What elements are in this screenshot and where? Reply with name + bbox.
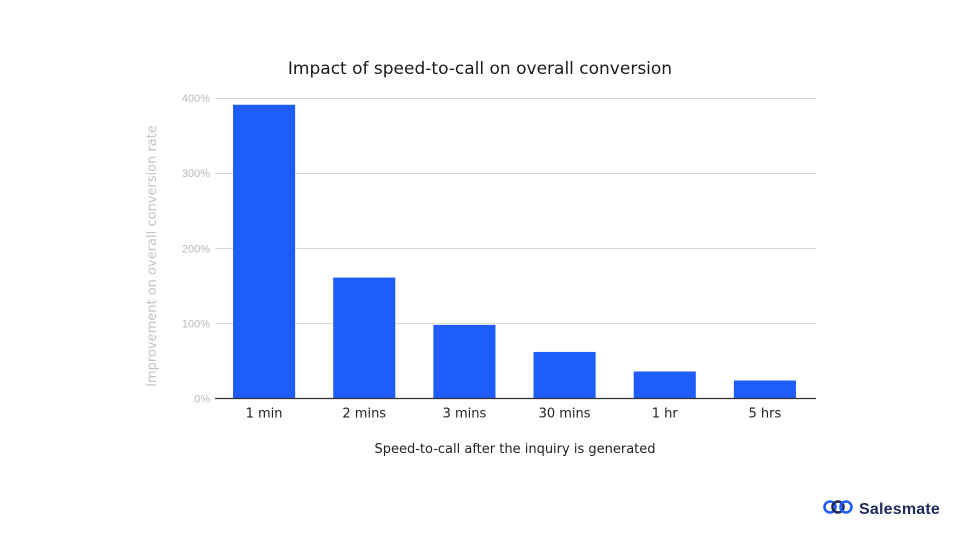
gridlines [215, 98, 816, 324]
bar [533, 351, 596, 399]
salesmate-logo-icon [823, 499, 853, 520]
x-axis-title: Speed-to-call after the inquiry is gener… [374, 442, 655, 457]
y-tick-label: 300% [182, 168, 210, 180]
y-tick-label: 0% [194, 394, 210, 406]
brand-name: Salesmate [859, 500, 940, 518]
bar [733, 380, 796, 399]
x-tick-label: 1 hr [652, 407, 679, 422]
chart-title: Impact of speed-to-call on overall conve… [288, 59, 672, 79]
x-axis-ticks: 1 min 2 mins 3 mins 30 mins 1 hr 5 hrs [246, 407, 782, 422]
x-tick-label: 5 hrs [749, 407, 782, 422]
bars [233, 104, 796, 399]
bar [333, 277, 396, 399]
x-tick-label: 2 mins [342, 407, 386, 422]
y-tick-label: 200% [182, 243, 210, 255]
brand-logo: Salesmate [823, 499, 940, 520]
y-axis-ticks: 0% 100% 200% 300% 400% [182, 93, 210, 406]
x-tick-label: 3 mins [443, 407, 487, 422]
y-tick-label: 400% [182, 93, 210, 105]
bar [233, 104, 296, 399]
y-axis-title: Improvement on overall conversion rate [145, 125, 160, 387]
y-tick-label: 100% [182, 318, 210, 330]
x-tick-label: 1 min [246, 407, 283, 422]
x-tick-label: 30 mins [539, 407, 591, 422]
bar [633, 371, 696, 399]
bar [433, 324, 496, 399]
